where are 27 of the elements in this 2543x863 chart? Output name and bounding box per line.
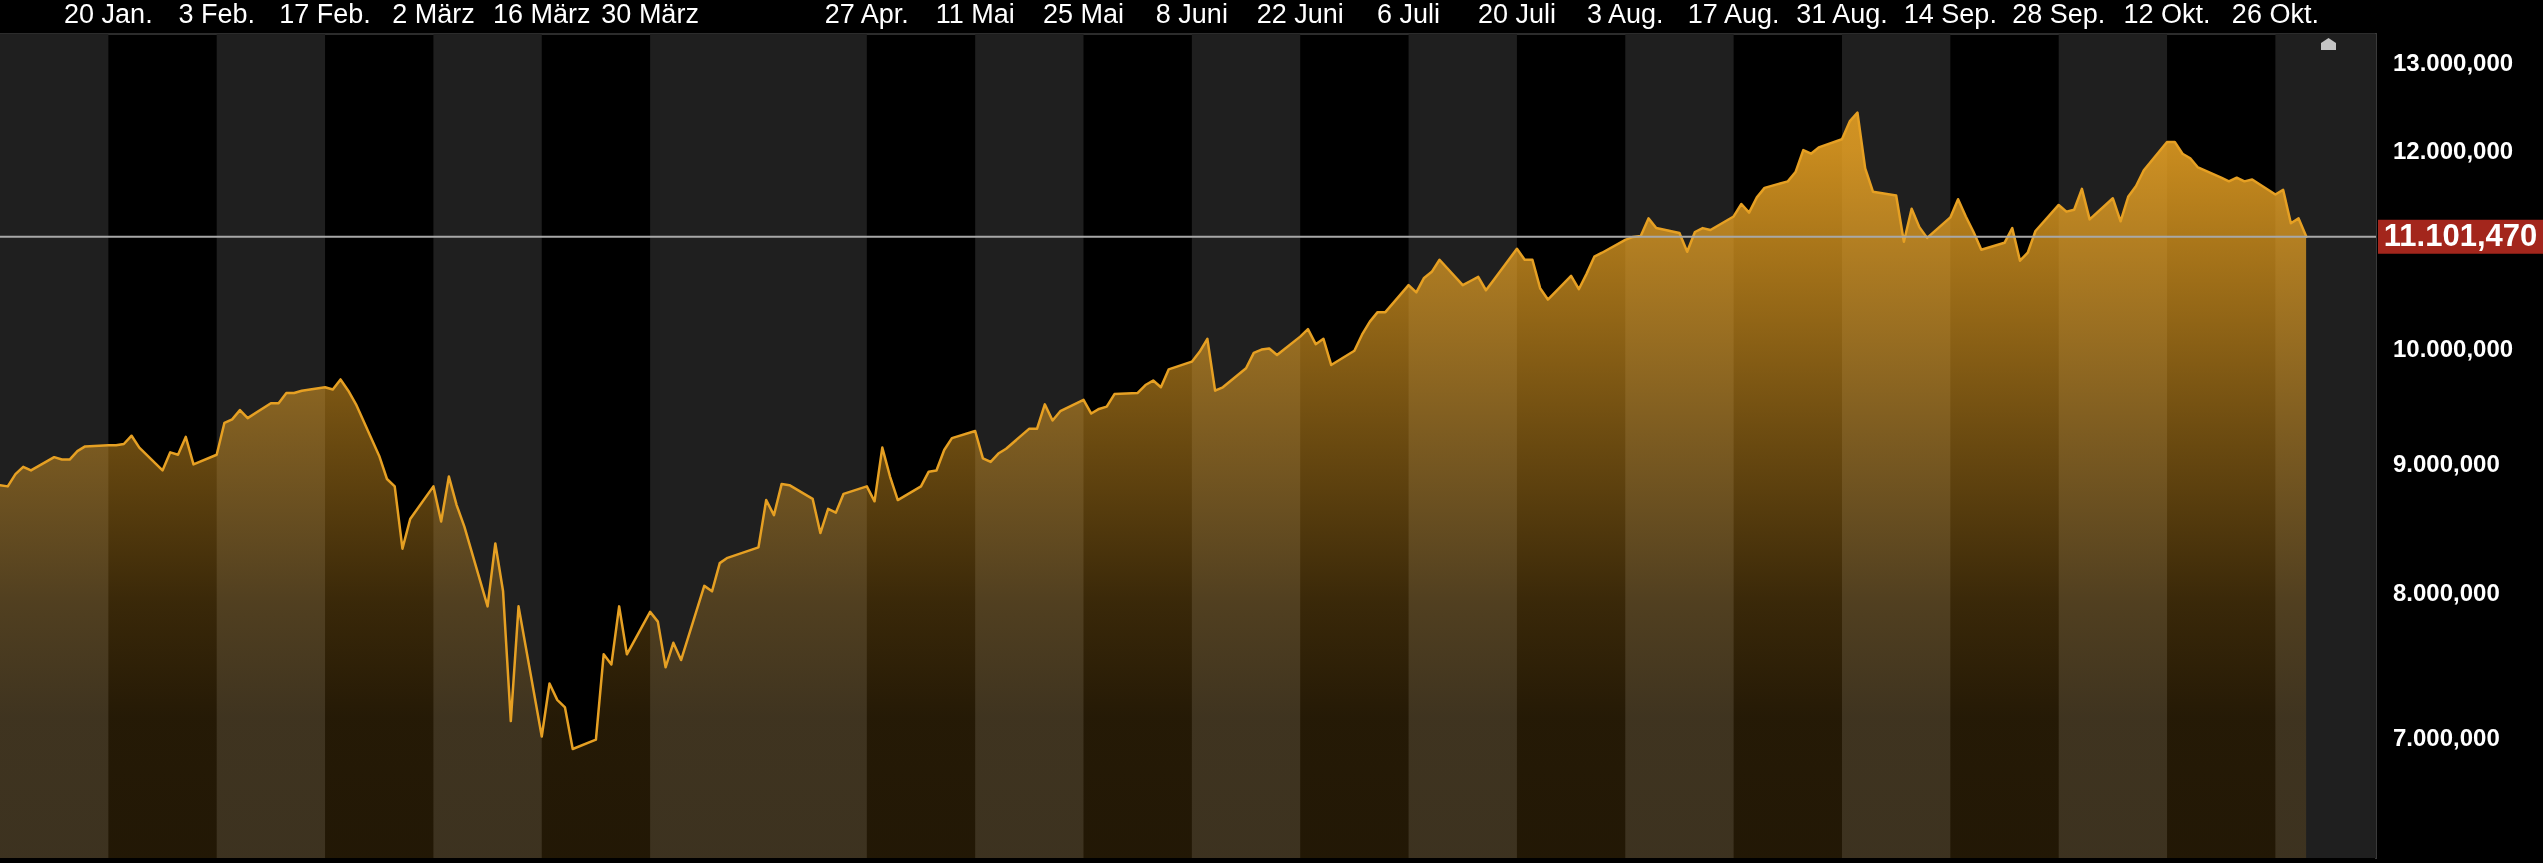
y-tick-label: 8.000,000 bbox=[2393, 578, 2500, 606]
x-tick-label: 11 Mai bbox=[935, 0, 1015, 30]
y-tick-label: 10.000,000 bbox=[2393, 335, 2514, 363]
x-tick-label: 20 Jan. bbox=[64, 0, 153, 30]
y-tick-label: 9.000,000 bbox=[2393, 450, 2500, 478]
x-tick-label: 20 Juli bbox=[1477, 0, 1556, 30]
x-tick-label: 8 Juni bbox=[1155, 0, 1228, 30]
x-tick-label: 16 März bbox=[492, 0, 591, 30]
y-tick-label: 12.000,000 bbox=[2393, 136, 2514, 164]
x-tick-label: 30 März bbox=[601, 0, 699, 30]
ref-line-label: 11.101,470 bbox=[2383, 218, 2538, 254]
x-tick-label: 26 Okt. bbox=[2231, 0, 2319, 30]
x-tick-label: 28 Sep. bbox=[2012, 0, 2106, 30]
x-tick-label: 17 Feb. bbox=[279, 0, 371, 30]
y-tick-label: 7.000,000 bbox=[2393, 724, 2500, 752]
x-tick-label: 3 Feb. bbox=[178, 0, 255, 30]
x-tick-label: 3 Aug. bbox=[1586, 0, 1664, 30]
y-tick-label: 13.000,000 bbox=[2393, 49, 2514, 77]
x-tick-label: 22 Juni bbox=[1256, 0, 1344, 30]
x-tick-label: 14 Sep. bbox=[1903, 0, 1997, 30]
x-tick-label: 31 Aug. bbox=[1796, 0, 1888, 30]
x-tick-label: 12 Okt. bbox=[2123, 0, 2211, 30]
x-tick-label: 6 Juli bbox=[1377, 0, 1441, 30]
x-tick-label: 17 Aug. bbox=[1687, 0, 1780, 30]
x-tick-label: 25 Mai bbox=[1042, 0, 1125, 30]
x-tick-label: 2 März bbox=[392, 0, 475, 30]
x-tick-label: 27 Apr. bbox=[824, 0, 909, 30]
